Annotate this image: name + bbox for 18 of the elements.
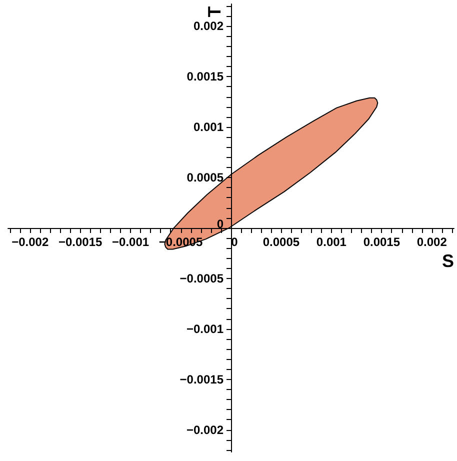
y-axis-title: T — [204, 6, 224, 18]
y-tick-label: −0.0015 — [180, 372, 224, 386]
y-tick-label: 0.0005 — [186, 170, 224, 185]
y-tick-label: 0 — [216, 217, 224, 231]
x-tick-label: 0.0015 — [363, 235, 400, 249]
y-tick-label: 0.0015 — [186, 70, 224, 84]
y-tick-label: −0.002 — [186, 422, 224, 437]
x-tick-label: 0.002 — [416, 235, 448, 249]
x-axis-title: S — [442, 251, 454, 271]
x-tick-label: 0.0005 — [262, 235, 300, 249]
x-tick-label: −0.0015 — [58, 235, 102, 249]
x-tick-label: −0.001 — [112, 235, 150, 249]
y-tick-label: −0.0005 — [180, 271, 224, 286]
x-tick-label: −0.002 — [12, 235, 49, 249]
y-tick-label: −0.001 — [186, 322, 224, 336]
y-tick-label: 0.001 — [193, 120, 224, 134]
x-tick-label: 0.001 — [316, 235, 347, 249]
y-tick-label: 0.002 — [193, 19, 224, 34]
